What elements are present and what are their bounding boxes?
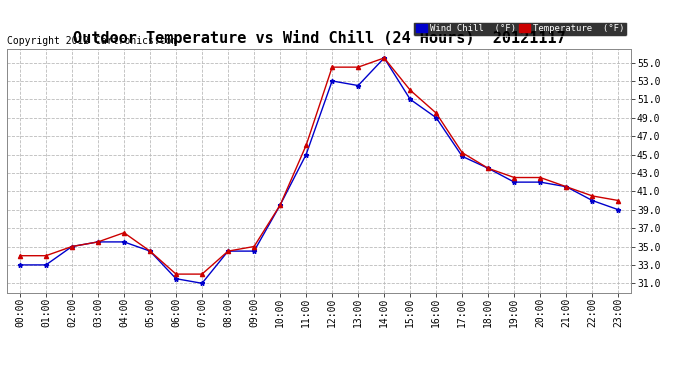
Legend: Wind Chill  (°F), Temperature  (°F): Wind Chill (°F), Temperature (°F) [413, 22, 627, 36]
Text: Copyright 2012 Cartronics.com: Copyright 2012 Cartronics.com [7, 36, 177, 46]
Title: Outdoor Temperature vs Wind Chill (24 Hours)  20121117: Outdoor Temperature vs Wind Chill (24 Ho… [72, 30, 566, 46]
